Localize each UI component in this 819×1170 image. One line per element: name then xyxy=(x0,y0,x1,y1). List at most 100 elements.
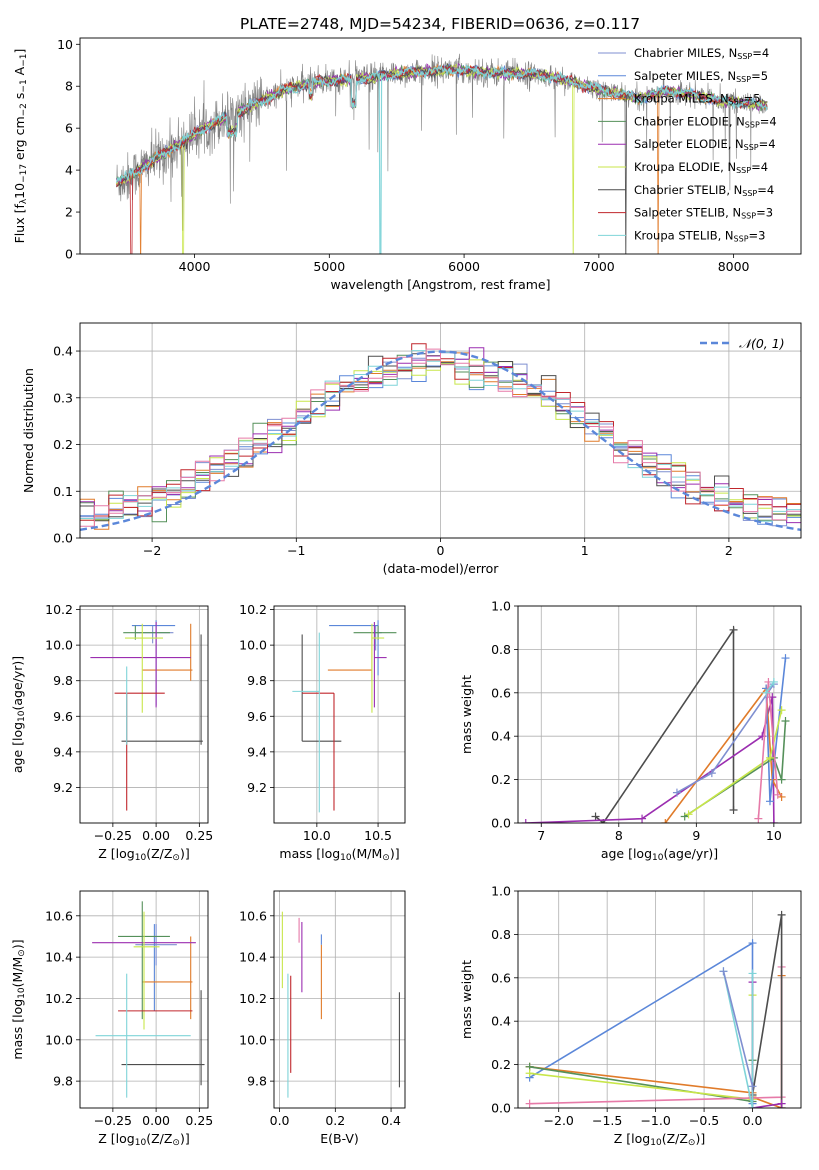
age_vs_Z-frame xyxy=(79,605,209,824)
weight_vs_age-xlabel-part: (age/yr)] xyxy=(663,846,718,861)
age_vs_Z-ylabel: age [log10(age/yr)] xyxy=(10,656,27,773)
spectrum-legend: Chabrier MILES, N SSP =4 Salpeter MILES, N S… xyxy=(598,46,777,243)
weight_vs_age-xlabel-part: age [log xyxy=(601,846,652,861)
age_vs_Z-ytick-label: 10.0 xyxy=(45,638,73,653)
series-line xyxy=(525,696,775,823)
legend-label-sub: SSP xyxy=(742,189,757,198)
spectrum-ytick-label: 0 xyxy=(65,247,73,262)
spectrum-ytick-label: 6 xyxy=(65,121,73,136)
series-point xyxy=(754,814,763,823)
series-point xyxy=(777,1099,786,1108)
weight_vs_Z-xtick-label: −2.0 xyxy=(544,1113,574,1128)
series-line xyxy=(594,627,735,823)
mass_vs_Z-ylabel-part: (M/M xyxy=(10,957,25,988)
spectrum-ylabel-part: s xyxy=(12,93,27,104)
legend-label: Salpeter STELIB, NSSP=3 xyxy=(634,206,773,221)
residuals-xtick-label: −2 xyxy=(143,543,161,558)
legend-label-base: Chabrier MILES, N xyxy=(634,46,737,60)
age_vs_Z-ytick-label: 10.2 xyxy=(45,602,73,617)
weight_vs_Z-xtick-label: 0.0 xyxy=(743,1113,763,1128)
age_vs_mass-ytick-label: 9.6 xyxy=(247,709,267,724)
legend-label-tail: =4 xyxy=(760,114,777,128)
series-point xyxy=(661,819,670,823)
mass_vs_ebv-panel: 0.0 0.2 0.4 9.8 10.0 10.2 10.4 10.6 E(B-V) xyxy=(239,890,406,1146)
age_vs_mass-xlabel: mass [log10(M/M⊙)] xyxy=(279,846,399,863)
spectrum-xtick-label: 8000 xyxy=(718,259,750,274)
age_vs_mass-ytick-label: 9.2 xyxy=(247,780,267,795)
weight_vs_Z-ytick-label: 0.0 xyxy=(491,1101,511,1116)
weight_vs_Z-ytick-label: 1.0 xyxy=(491,884,511,899)
legend-label-sub: SSP xyxy=(744,143,759,152)
residuals-xtick-label: −1 xyxy=(287,543,305,558)
mass_vs_ebv-ytick-label: 9.8 xyxy=(247,1074,267,1089)
weight_vs_age-ytick-label: 1.0 xyxy=(491,599,511,614)
series-point xyxy=(672,788,681,797)
legend-label-tail: =4 xyxy=(752,46,769,60)
legend-label-tail: =5 xyxy=(751,69,768,83)
residuals-marks xyxy=(80,343,801,531)
spectrum-marks xyxy=(115,53,768,254)
age_vs_Z-ylabel-part: 10 xyxy=(17,710,27,722)
weight_vs_age-xlabel: age [log10(age/yr)] xyxy=(601,846,718,863)
residuals-xlabel: (data-model)/error xyxy=(383,561,500,576)
legend-label-base: Kroupa STELIB, N xyxy=(634,228,734,242)
weight_vs_Z-xtick-label: −1.5 xyxy=(592,1113,622,1128)
age_vs_Z-ytick-label: 9.4 xyxy=(53,744,73,759)
age_vs_mass-xlabel-part: )] xyxy=(390,846,400,861)
spectrum-xtick-label: 6000 xyxy=(448,259,480,274)
age_vs_Z-ytick-label: 9.6 xyxy=(53,709,73,724)
spectrum-ylabel-part: λ xyxy=(19,198,29,204)
weight_vs_age-xtick-label: 10 xyxy=(766,828,782,843)
series-line xyxy=(722,971,754,1108)
weight_vs_age-xtick-label: 8 xyxy=(615,828,623,843)
mass_vs_Z-ytick-label: 9.8 xyxy=(53,1074,73,1089)
mass_vs_Z-xtick-label: 0.00 xyxy=(142,1113,170,1128)
age_vs_mass-ytick-label: 9.8 xyxy=(247,673,267,688)
residuals-ytick-label: 0.4 xyxy=(53,344,73,359)
age_vs_Z-ytick-label: 9.8 xyxy=(53,673,73,688)
mass_vs_Z-xlabel-part: Z [log xyxy=(98,1131,134,1146)
mass_vs_Z-ylabel-part: )] xyxy=(10,939,25,949)
spectrum-model-line xyxy=(116,63,768,254)
spectrum-ylabel-part: ] xyxy=(12,49,27,54)
mass_vs_ebv-xlabel: E(B-V) xyxy=(320,1131,359,1146)
mass_vs_Z-xlabel-part: 10 xyxy=(135,1138,147,1148)
weight_vs_age-ytick-label: 0.0 xyxy=(491,816,511,831)
series-point xyxy=(684,810,693,819)
age_vs_Z-xlabel-part: )] xyxy=(180,846,190,861)
weight_vs_Z-xlabel-part: (Z/Z xyxy=(662,1131,688,1146)
weight_vs_Z-panel: −2.0 −1.5 −1.0 −0.5 0.0 0.0 0.2 0.4 0.6 0.8 1.0 Z [… xyxy=(459,884,802,1148)
weight_vs_age-xtick-label: 7 xyxy=(537,828,545,843)
series-point xyxy=(729,625,738,634)
series-line xyxy=(722,971,754,1087)
series-point xyxy=(748,969,757,978)
series-point xyxy=(781,654,790,663)
legend-label-tail: =3 xyxy=(756,206,773,220)
spectrum-panel: 4000 5000 6000 7000 8000 0 2 4 6 8 10 wavelength [A… xyxy=(12,37,802,292)
weight_vs_age-ytick-label: 0.8 xyxy=(491,642,511,657)
legend-label-base: Kroupa MILES, N xyxy=(634,92,729,106)
residuals-ytick-label: 0.3 xyxy=(53,390,73,405)
spectrum-xtick-label: 4000 xyxy=(179,259,211,274)
mass_vs_Z-ytick-label: 10.4 xyxy=(45,950,73,965)
legend-label-base: Chabrier ELODIE, N xyxy=(634,114,745,128)
legend-label-base: Salpeter MILES, N xyxy=(634,69,736,83)
age_vs_mass-xlabel-part: mass [log xyxy=(279,846,340,861)
mass_vs_Z-ylabel-part: 10 xyxy=(17,987,27,999)
mass_vs_ebv-xtick-label: 0.4 xyxy=(381,1113,401,1128)
series-point xyxy=(765,753,774,762)
mass_vs_Z-panel: −0.25 0.00 0.259.810.010.210.410.6Z [log10… xyxy=(10,890,213,1148)
series-point xyxy=(748,939,757,948)
age_vs_mass-xlabel-part: ⊙ xyxy=(382,853,390,863)
spectrum-ylabel-part: Flux [f xyxy=(12,204,27,244)
mass_vs_Z-xlabel-part: (Z/Z xyxy=(146,1131,172,1146)
residuals-xtick-label: 2 xyxy=(725,543,733,558)
residuals-panel: −2 −1 0 1 2 0.0 0.1 0.2 0.3 0.4 (data-model)/error… xyxy=(21,322,802,576)
mass_vs_Z-xlabel-part: )] xyxy=(180,1131,190,1146)
legend-label-sub: SSP xyxy=(729,98,744,107)
spectrum-ytick-label: 10 xyxy=(57,37,73,52)
series-point xyxy=(781,717,790,726)
residuals-ytick-label: 0.2 xyxy=(53,437,73,452)
spectrum-ylabel-part: −2 xyxy=(19,103,29,116)
residuals-xtick-label: 1 xyxy=(581,543,589,558)
